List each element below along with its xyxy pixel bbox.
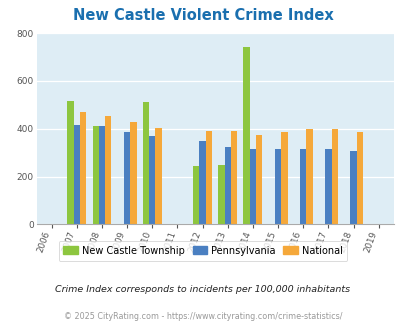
Bar xyxy=(243,47,249,224)
Bar xyxy=(299,149,306,224)
Bar xyxy=(205,131,211,224)
Bar xyxy=(324,149,331,224)
Bar xyxy=(67,101,73,224)
Bar xyxy=(73,125,80,224)
Bar xyxy=(98,126,105,224)
Bar xyxy=(130,121,136,224)
Bar xyxy=(155,127,161,224)
Bar xyxy=(249,149,256,224)
Bar xyxy=(274,149,281,224)
Bar xyxy=(331,129,337,224)
Bar xyxy=(143,102,149,224)
Bar xyxy=(92,126,98,224)
Bar xyxy=(124,132,130,224)
Bar xyxy=(281,132,287,224)
Bar xyxy=(356,132,362,224)
Text: © 2025 CityRating.com - https://www.cityrating.com/crime-statistics/: © 2025 CityRating.com - https://www.city… xyxy=(64,312,341,321)
Bar xyxy=(256,135,262,224)
Bar xyxy=(306,129,312,224)
Bar xyxy=(80,112,86,224)
Bar xyxy=(149,136,155,224)
Bar xyxy=(193,166,199,224)
Bar xyxy=(350,151,356,224)
Bar xyxy=(199,141,205,224)
Bar xyxy=(218,165,224,224)
Legend: New Castle Township, Pennsylvania, National: New Castle Township, Pennsylvania, Natio… xyxy=(58,241,347,260)
Bar xyxy=(224,147,230,224)
Text: Crime Index corresponds to incidents per 100,000 inhabitants: Crime Index corresponds to incidents per… xyxy=(55,285,350,294)
Text: New Castle Violent Crime Index: New Castle Violent Crime Index xyxy=(72,8,333,23)
Bar xyxy=(105,115,111,224)
Bar xyxy=(230,131,237,224)
